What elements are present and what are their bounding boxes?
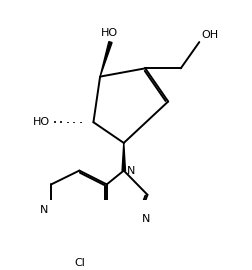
Polygon shape [122,143,125,171]
Text: HO: HO [101,28,118,38]
Polygon shape [100,42,112,77]
Text: N: N [40,205,48,215]
Text: N: N [141,214,150,224]
Text: N: N [127,166,136,176]
Text: HO: HO [33,117,50,127]
Text: OH: OH [201,30,218,40]
Text: Cl: Cl [74,258,85,268]
